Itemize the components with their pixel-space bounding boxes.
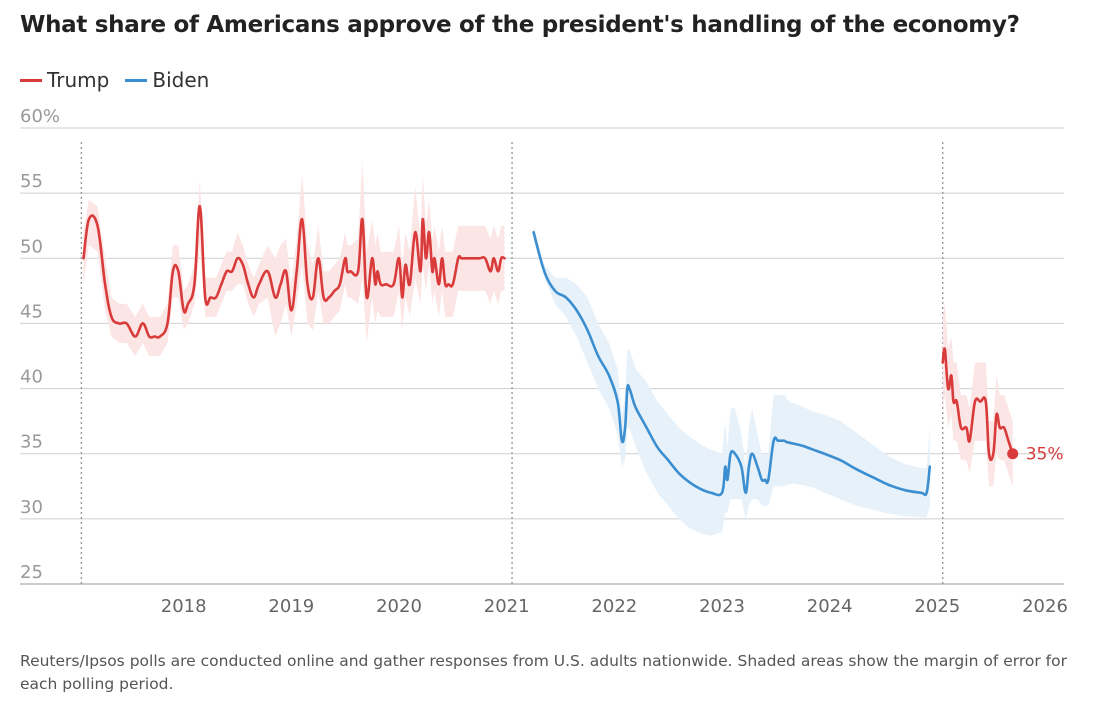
chart-title: What share of Americans approve of the p…	[20, 12, 1020, 38]
y-tick-label: 25	[20, 562, 43, 583]
margin-band-biden	[533, 225, 930, 536]
legend-swatch-biden	[125, 78, 148, 82]
x-tick-label: 2019	[268, 596, 314, 617]
legend: Trump Biden	[20, 68, 225, 92]
chart-note: Reuters/Ipsos polls are conducted online…	[20, 652, 1067, 693]
legend-item-biden: Biden	[125, 68, 209, 92]
y-tick-label: 35	[20, 432, 43, 453]
x-tick-label: 2018	[161, 596, 207, 617]
x-tick-label: 2024	[807, 596, 853, 617]
x-tick-label: 2025	[914, 596, 960, 617]
y-tick-label: 60%	[20, 106, 60, 127]
end-point-marker	[1007, 448, 1019, 460]
legend-label-biden: Biden	[152, 68, 210, 92]
y-tick-label: 30	[20, 497, 43, 518]
y-tick-label: 50	[20, 236, 43, 257]
series-line-trump	[941, 347, 1014, 462]
y-tick-label: 45	[20, 301, 43, 322]
y-tick-label: 40	[20, 367, 43, 388]
approval-chart: 25 30 35 40 45 50 55 60% 2018 2019 2020 2021 2022 202…	[20, 106, 1068, 617]
end-point-label: 35%	[1026, 445, 1064, 465]
x-tick-label: 2022	[591, 596, 637, 617]
legend-swatch-trump	[20, 78, 42, 82]
y-tick-label: 55	[20, 171, 43, 192]
margin-band-trump	[83, 160, 505, 356]
x-tick-label: 2023	[699, 596, 745, 617]
series-line-biden	[532, 230, 932, 497]
legend-label-trump: Trump	[47, 68, 110, 92]
series-line-trump	[82, 204, 506, 339]
legend-item-trump: Trump	[20, 68, 109, 92]
x-tick-label: 2021	[484, 596, 530, 617]
x-tick-label: 2020	[376, 596, 422, 617]
x-tick-label: 2026	[1022, 596, 1068, 617]
